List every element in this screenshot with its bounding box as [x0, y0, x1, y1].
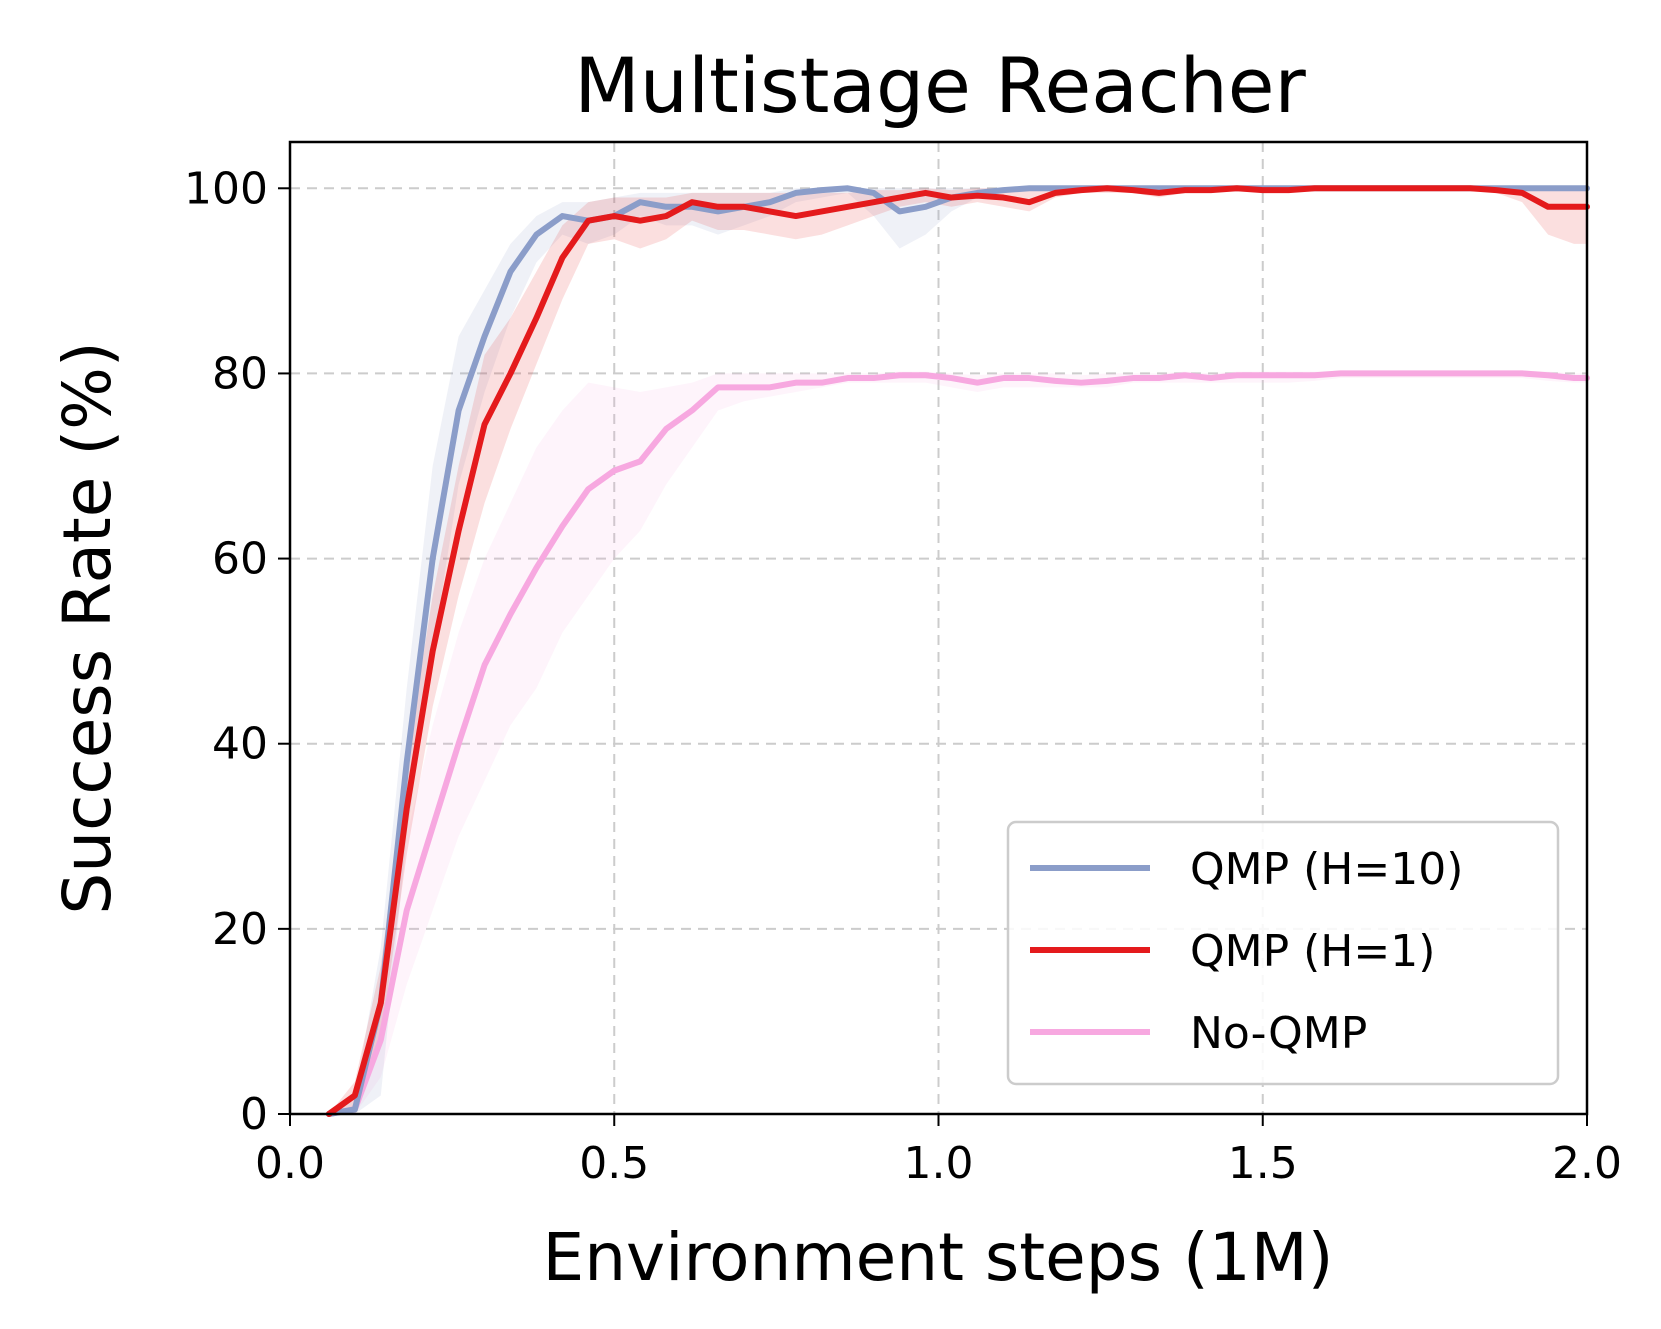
x-tick-label: 1.0 [904, 1138, 974, 1189]
legend-label-1: QMP (H=1) [1190, 926, 1435, 977]
y-tick-label: 0 [240, 1089, 268, 1140]
y-tick-label: 100 [184, 163, 268, 214]
series-lines [325, 185, 1590, 1117]
y-axis-label: Success Rate (%) [49, 341, 126, 914]
y-tick-label: 40 [212, 719, 268, 770]
legend: QMP (H=10) QMP (H=1) No-QMP [1006, 820, 1560, 1086]
legend-label-0: QMP (H=10) [1190, 844, 1463, 895]
x-axis-label: Environment steps (1M) [543, 1219, 1334, 1296]
legend-box [1006, 820, 1560, 1086]
series-line-no-qmp [325, 370, 1590, 1117]
y-tick-label: 60 [212, 534, 268, 585]
y-tick-label: 80 [212, 348, 268, 399]
chart-title: Multistage Reacher [574, 41, 1306, 130]
axis-ticks: 0.0 0.5 1.0 1.5 2.0 0 20 40 60 80 100 [184, 163, 1622, 1189]
legend-label-2: No-QMP [1190, 1008, 1367, 1059]
x-tick-label: 1.5 [1228, 1138, 1298, 1189]
x-tick-label: 0.0 [255, 1138, 325, 1189]
x-tick-label: 0.5 [579, 1138, 649, 1189]
y-tick-label: 20 [212, 904, 268, 955]
series-line-qmp-h-1- [325, 185, 1590, 1117]
x-tick-label: 2.0 [1552, 1138, 1622, 1189]
